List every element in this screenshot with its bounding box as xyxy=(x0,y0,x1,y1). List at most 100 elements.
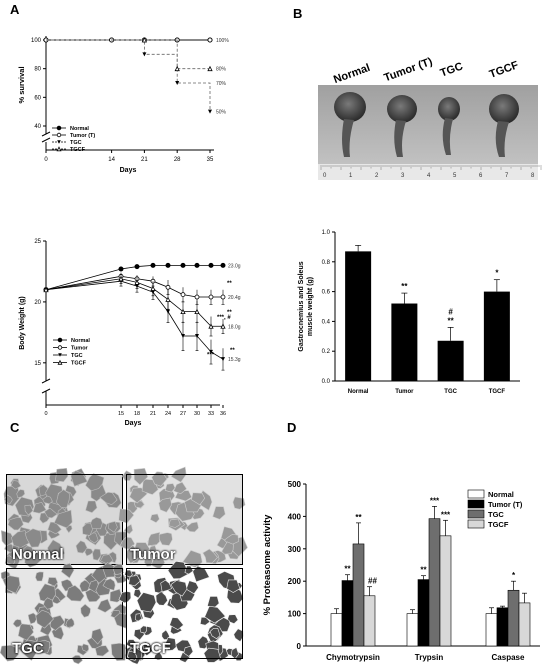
legend-swatch xyxy=(467,509,485,519)
y-tick-label: 0.2 xyxy=(322,349,331,355)
muscle-fiber xyxy=(17,639,39,661)
significance-mark: ** xyxy=(448,316,455,325)
end-value-label: 50% xyxy=(216,110,227,116)
significance-mark: *** xyxy=(430,496,440,505)
legend-label: Normal xyxy=(71,338,90,344)
muscle-fiber xyxy=(226,614,239,624)
muscle-photo: 0 1 2 3 4 5 6 7 8 xyxy=(318,85,542,180)
legend-marker xyxy=(56,132,62,138)
muscle-fiber xyxy=(47,577,59,587)
bar-tgcf xyxy=(363,595,376,647)
legend-marker xyxy=(56,125,62,131)
muscle-fiber xyxy=(155,591,168,606)
muscle-fiber xyxy=(10,530,30,548)
y-axis-title: % survival xyxy=(17,66,26,103)
y-tick-label: 0.6 xyxy=(322,290,331,296)
muscle-fiber xyxy=(0,530,16,547)
data-point xyxy=(208,294,214,300)
data-point xyxy=(180,262,186,268)
muscle-fiber xyxy=(221,541,234,555)
data-point xyxy=(165,284,171,290)
data-point xyxy=(220,323,226,329)
muscle-fiber xyxy=(51,595,61,605)
bar-tumor xyxy=(391,303,418,381)
x-tick-label: Normal xyxy=(348,389,369,395)
data-point xyxy=(175,81,180,85)
y-tick-label: 25 xyxy=(34,239,41,245)
x-tick-label: 14 xyxy=(108,157,115,163)
image-border xyxy=(6,568,123,659)
data-point xyxy=(209,349,213,354)
histology-label-tgc: TGC xyxy=(12,640,44,657)
muscle-fiber xyxy=(2,575,21,594)
panel-letter-c: C xyxy=(10,420,20,435)
muscle-fiber xyxy=(56,489,70,509)
muscle-fiber xyxy=(17,623,34,641)
muscle-fiber xyxy=(125,639,137,650)
y-tick-label: 15 xyxy=(34,361,41,367)
series-tgcf xyxy=(43,273,226,337)
data-point xyxy=(181,334,185,339)
series-line xyxy=(46,39,210,70)
muscle-fiber xyxy=(151,471,168,487)
legend-swatch xyxy=(467,489,485,499)
ruler-digit: 6 xyxy=(479,173,483,179)
y-axis-title: % Proteasome activity xyxy=(262,514,273,616)
x-tick-label: TGC xyxy=(444,389,457,395)
muscle-fiber xyxy=(47,539,65,560)
muscle-fiber xyxy=(168,518,181,528)
muscle-fiber xyxy=(133,588,142,599)
muscle-fiber xyxy=(164,483,176,493)
x-tick-label: 0 xyxy=(44,411,47,417)
y-tick-label: 100 xyxy=(288,610,302,619)
muscle-fiber xyxy=(43,597,54,610)
muscle-fiber xyxy=(183,645,194,657)
muscle-specimen-normal xyxy=(334,92,366,157)
muscle-fiber xyxy=(202,548,218,564)
muscle-fiber xyxy=(191,492,206,506)
muscle-fiber xyxy=(27,612,37,625)
muscle-fiber xyxy=(136,592,157,613)
x-axis-title: Days xyxy=(120,167,137,174)
panel-letter-b: B xyxy=(293,6,303,21)
data-point xyxy=(150,262,156,268)
y-tick-label: 200 xyxy=(288,577,302,586)
muscle-fiber xyxy=(12,619,23,628)
data-point xyxy=(134,264,140,270)
x-tick-label: Trypsin xyxy=(415,653,444,662)
bar-tgcf xyxy=(518,602,531,647)
data-point xyxy=(142,52,147,57)
data-point xyxy=(220,294,226,300)
x-tick-label: 33 xyxy=(208,411,214,417)
data-point xyxy=(180,292,186,298)
legend-marker xyxy=(56,146,62,152)
muscle-fiber xyxy=(209,628,221,640)
muscle-fiber xyxy=(24,504,34,516)
bar-normal xyxy=(406,613,419,647)
data-point xyxy=(118,275,124,282)
ruler-digit: 0 xyxy=(323,173,327,179)
data-point xyxy=(207,37,213,43)
muscle-fiber xyxy=(97,598,112,613)
significance-mark: ** xyxy=(420,566,427,575)
bar-tgc xyxy=(437,340,464,381)
muscle-fiber xyxy=(184,565,194,575)
muscle-fiber xyxy=(160,579,173,593)
data-point xyxy=(174,65,180,72)
axis-break-mark xyxy=(41,388,51,394)
muscle-fiber xyxy=(167,560,190,580)
muscle-fiber xyxy=(81,643,90,653)
muscle-fiber xyxy=(42,495,53,505)
muscle-specimen-tgc xyxy=(438,97,460,155)
muscle-fiber xyxy=(102,578,116,591)
legend-label: TGC xyxy=(71,353,83,359)
bar-tumor-t- xyxy=(417,579,430,647)
significance-mark: *** xyxy=(207,353,215,359)
muscle-fiber xyxy=(65,617,75,628)
histology-label-tgcf: TGCF xyxy=(130,640,171,657)
x-tick-label: Chymotrypsin xyxy=(326,653,380,662)
muscle-fiber xyxy=(99,491,118,506)
